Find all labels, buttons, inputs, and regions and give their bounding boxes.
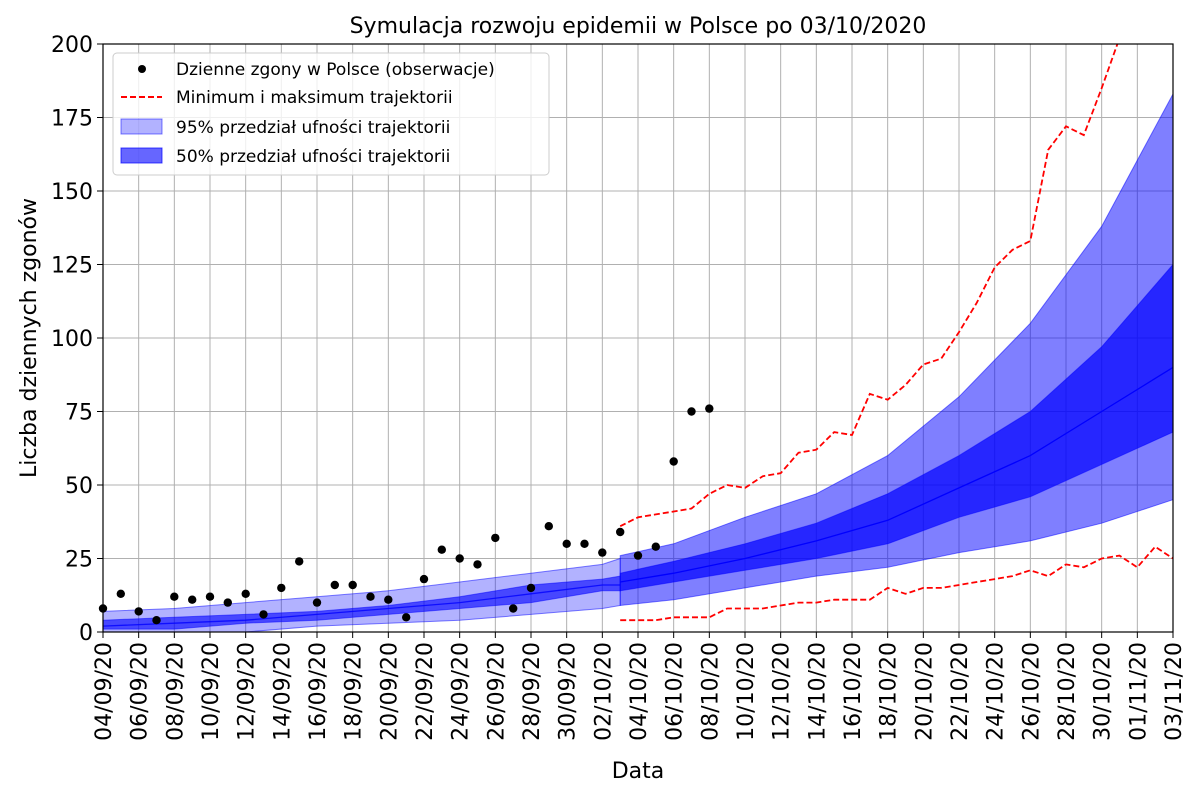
observation-point [295,557,304,566]
observation-point [562,539,571,548]
legend-label-minmax: Minimum i maksimum trajektorii [176,88,453,108]
legend-marker-observations [138,65,146,73]
observation-point [633,551,643,560]
observation-point [669,457,678,466]
y-tick-label: 50 [65,474,93,499]
observation-point [170,592,179,601]
legend: Dzienne zgony w Polsce (obserwacje) Mini… [112,52,550,176]
observation-point [437,545,446,554]
x-tick-label: 24/10/20 [984,642,1009,741]
x-tick-label: 20/10/20 [912,642,937,741]
observation-point [687,407,696,416]
x-tick-label: 18/09/20 [342,642,367,741]
x-tick-label: 22/09/20 [413,642,438,741]
x-tick-label: 08/10/20 [698,642,723,741]
observation-point [384,595,393,604]
observation-point [205,592,215,601]
observation-point [616,527,625,537]
observation-point [598,548,607,557]
observation-point [651,542,660,551]
median-line-observed-period [102,584,621,627]
x-tick-label: 08/09/20 [163,642,188,741]
x-axis-ticks: 04/09/20 06/09/20 08/09/20 10/09/20 12/09/20… [92,632,1187,741]
x-tick-label: 10/09/20 [199,642,224,741]
observation-point [241,589,250,598]
y-axis-label: Liczba dziennych zgonów [17,198,42,478]
x-tick-label: 14/10/20 [805,642,830,741]
x-tick-label: 20/09/20 [377,642,402,741]
x-tick-label: 16/09/20 [306,642,331,741]
y-tick-label: 100 [51,327,93,352]
legend-marker-band95 [120,118,163,135]
observation-point [134,607,143,616]
observation-point [455,554,464,563]
observation-point [188,595,197,604]
observation-point [223,598,232,607]
observation-point [419,574,429,584]
y-tick-label: 150 [51,180,93,205]
x-tick-label: 04/10/20 [627,642,652,741]
x-tick-label: 01/11/20 [1126,642,1151,741]
x-axis-label: Data [612,759,665,784]
observation-point [116,589,126,598]
min-trajectory-line [620,545,1173,622]
x-tick-label: 26/09/20 [484,642,509,741]
y-tick-label: 125 [51,254,93,279]
y-tick-label: 75 [65,401,93,426]
max-trajectory-line [619,44,1119,528]
trajectory-lines [619,44,1173,622]
y-tick-label: 200 [51,33,93,58]
observation-point [312,598,322,607]
legend-label-band95: 95% przedział ufności trajektorii [176,118,450,138]
observation-point [526,583,536,593]
x-tick-label: 12/10/20 [770,642,795,741]
x-tick-label: 06/10/20 [663,642,688,741]
median-line-simulation [620,366,1174,583]
x-tick-label: 28/09/20 [520,642,545,741]
y-tick-label: 25 [65,548,93,573]
observation-point [366,592,375,601]
x-tick-label: 16/10/20 [841,642,866,741]
observation-point [491,533,500,543]
legend-marker-band50 [120,147,163,164]
x-tick-label: 14/09/20 [270,642,295,741]
observation-point [473,560,482,569]
x-tick-label: 04/09/20 [92,642,117,741]
legend-label-band50: 50% przedział ufności trajektorii [176,147,450,167]
x-tick-label: 30/09/20 [556,642,581,741]
x-tick-label: 30/10/20 [1091,642,1116,741]
x-tick-label: 26/10/20 [1019,642,1044,741]
x-tick-label: 02/10/20 [591,642,616,741]
x-tick-label: 24/09/20 [449,642,474,741]
x-tick-label: 18/10/20 [877,642,902,741]
observation-point [705,404,714,413]
observation-point [544,522,553,531]
observation-points [98,404,714,625]
observation-point [259,610,268,619]
observation-point [277,583,286,593]
legend-box [112,52,550,176]
y-axis-ticks: 0 25 50 75 100 125 150 175 200 [51,33,103,646]
x-tick-label: 28/10/20 [1055,642,1080,741]
observation-point [152,616,161,625]
legend-label-observations: Dzienne zgony w Polsce (obserwacje) [176,60,495,80]
observation-point [580,539,589,548]
y-tick-label: 175 [51,107,93,132]
observation-point [509,604,518,613]
observation-point [402,613,411,622]
x-tick-label: 06/09/20 [128,642,153,741]
x-tick-label: 10/10/20 [734,642,759,741]
observation-point [330,580,339,590]
y-tick-label: 0 [79,621,93,646]
x-tick-label: 22/10/20 [948,642,973,741]
x-tick-label: 03/11/20 [1162,642,1187,741]
chart-title: Symulacja rozwoju epidemii w Polsce po 0… [350,14,927,39]
observation-point [348,580,357,590]
x-tick-label: 12/09/20 [235,642,260,741]
